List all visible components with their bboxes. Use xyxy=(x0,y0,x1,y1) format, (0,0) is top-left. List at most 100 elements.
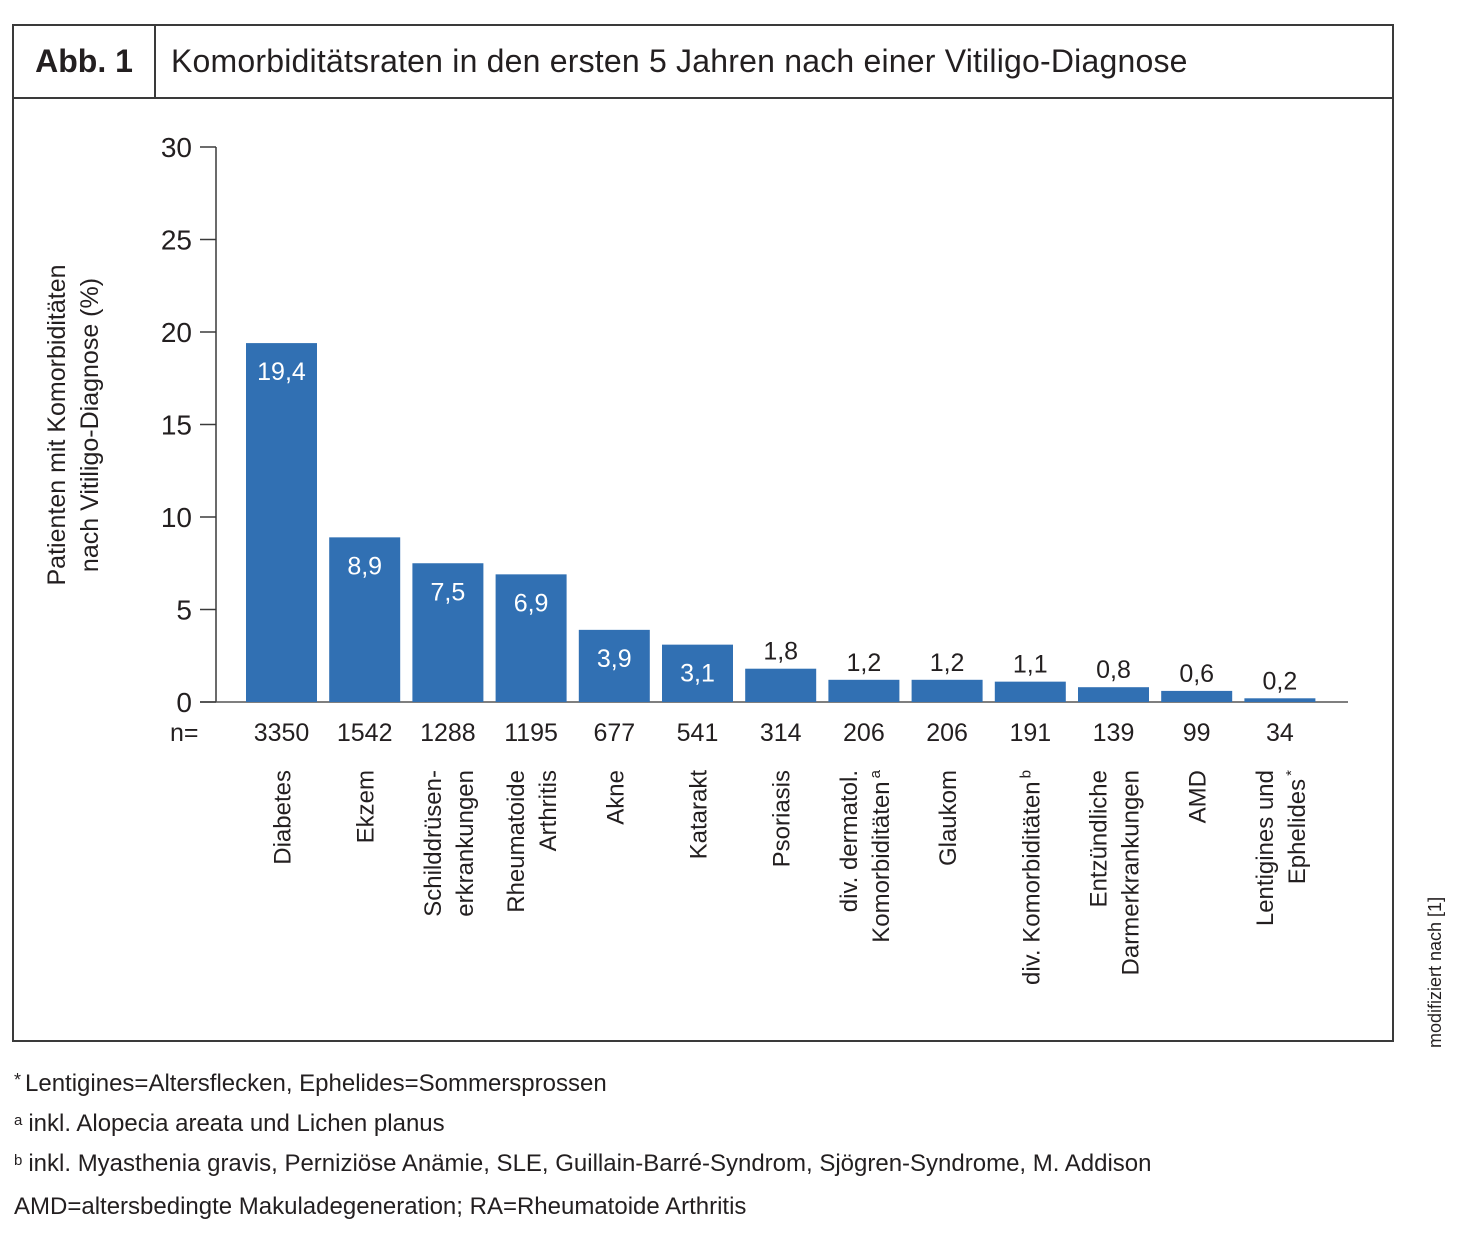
bar xyxy=(1078,687,1149,702)
bar-value-label: 0,2 xyxy=(1263,667,1298,695)
y-tick-label: 15 xyxy=(161,410,192,441)
y-tick-label: 10 xyxy=(161,502,192,533)
footnote-text: inkl. Alopecia areata und Lichen planus xyxy=(28,1110,445,1137)
bar xyxy=(495,574,567,702)
footnote-marker: a xyxy=(867,769,884,778)
bar-value-label: 7,5 xyxy=(431,578,466,606)
x-category-label-line: Rheumatoide xyxy=(503,770,530,913)
bar xyxy=(994,681,1066,702)
footnote-b: b inkl. Myasthenia gravis, Perniziöse Anä… xyxy=(14,1142,1152,1182)
footnote-text: Lentigines=Altersflecken, Ephelides=Somm… xyxy=(25,1070,607,1097)
x-category-label: Entzündliche Darmerkrankungen xyxy=(1086,770,1145,975)
bar-value-label: 3,9 xyxy=(597,645,632,673)
x-category-label-line: AMD xyxy=(1185,770,1212,823)
n-count-label: 1542 xyxy=(337,719,393,747)
n-count-label: 1288 xyxy=(420,719,476,747)
x-category-label: Glaukom xyxy=(935,770,962,866)
footnote-star: * Lentigines=Altersflecken, Ephelides=Som… xyxy=(14,1062,1152,1102)
x-category-label: Ekzem xyxy=(353,770,380,843)
x-category-label-line: Schilddrüsen- xyxy=(420,770,447,917)
figure-header: Abb. 1 Komorbiditätsraten in den ersten … xyxy=(14,26,1392,99)
x-category-label-line: erkrankungen xyxy=(452,770,479,917)
x-category-label-line: Entzündliche xyxy=(1086,770,1113,907)
x-category-label-line: Psoriasis xyxy=(769,770,796,867)
n-count-label: 314 xyxy=(760,719,802,747)
y-axis-title-line: nach Vitiligo-Diagnose (%) xyxy=(76,278,104,572)
x-category-label-line: Diabetes xyxy=(270,770,297,865)
x-category-label: Katarakt xyxy=(686,770,713,860)
bar-value-label: 19,4 xyxy=(257,358,306,386)
n-count-label: 206 xyxy=(843,719,885,747)
bar-value-label: 0,8 xyxy=(1096,656,1131,684)
n-count-label: 139 xyxy=(1093,719,1135,747)
figure-frame: Abb. 1 Komorbiditätsraten in den ersten … xyxy=(12,24,1394,1042)
x-category-label: Lentigines und Ephelides * xyxy=(1252,770,1311,926)
x-category-label-line: Lentigines und xyxy=(1252,770,1279,926)
bar-value-label: 1,8 xyxy=(763,638,798,666)
bar xyxy=(662,644,733,702)
x-category-label-line: Akne xyxy=(602,770,629,825)
x-category-label-line: div. dermatol. xyxy=(836,770,863,912)
footnote-marker: * xyxy=(14,1070,22,1090)
y-axis-title-line: Patienten mit Komorbiditäten xyxy=(43,264,71,585)
x-category-label: Diabetes xyxy=(270,770,297,865)
bar xyxy=(329,537,401,702)
x-category-label-line: Ephelides xyxy=(1284,779,1311,884)
bar-value-label: 1,2 xyxy=(930,649,965,677)
bar xyxy=(911,679,983,702)
n-count-label: 99 xyxy=(1183,719,1211,747)
bar xyxy=(745,668,817,702)
x-category-label: Schilddrüsen-erkrankungen xyxy=(420,770,479,917)
y-axis-title: Patienten mit Komorbiditäten nach Vitilig… xyxy=(43,264,104,585)
n-count-label: 677 xyxy=(593,719,635,747)
y-tick-label: 0 xyxy=(176,687,192,718)
x-category-label: Akne xyxy=(602,770,629,825)
n-count-label: 541 xyxy=(677,719,719,747)
footnote-text: inkl. Myasthenia gravis, Perniziöse Anäm… xyxy=(28,1150,1152,1177)
figure-label: Abb. 1 xyxy=(14,26,156,97)
footnote-marker: a xyxy=(14,1112,23,1129)
bar-value-label: 1,2 xyxy=(847,649,882,677)
bar-value-label: 0,6 xyxy=(1179,660,1214,688)
x-category-label: Psoriasis xyxy=(769,770,796,867)
footnote-marker: b xyxy=(14,1152,23,1169)
figure-title: Komorbiditätsraten in den ersten 5 Jahre… xyxy=(171,43,1188,79)
bar xyxy=(412,563,484,702)
x-category-label-line: Ekzem xyxy=(353,770,380,843)
n-prefix-label: n= xyxy=(170,719,199,747)
x-category-label: div. dermatol. Komorbiditäten a xyxy=(836,769,895,942)
n-count-label: 206 xyxy=(926,719,968,747)
x-category-label-line: Katarakt xyxy=(686,770,713,860)
x-category-label: AMD xyxy=(1185,770,1212,823)
abbreviations: AMD=altersbedingte Makuladegeneration; R… xyxy=(14,1193,747,1220)
footnote-marker: * xyxy=(1283,770,1300,776)
bar xyxy=(1161,690,1233,702)
x-category-label-line: Komorbiditäten xyxy=(868,781,895,942)
x-category-label-line: Darmerkrankungen xyxy=(1118,770,1145,975)
y-tick-label: 5 xyxy=(176,595,192,626)
source-note: modifiziert nach [1] xyxy=(1425,896,1445,1048)
x-category-label-line: Glaukom xyxy=(935,770,962,866)
bar-value-label: 1,1 xyxy=(1013,651,1048,679)
bar xyxy=(578,629,650,702)
n-count-label: 3350 xyxy=(254,719,310,747)
n-count-label: 34 xyxy=(1266,719,1294,747)
n-count-label: 1195 xyxy=(504,719,558,747)
bar xyxy=(1244,698,1316,702)
bar-value-label: 6,9 xyxy=(514,589,549,617)
x-category-label-line: Arthritis xyxy=(535,770,562,851)
x-category-label-line: div. Komorbiditäten xyxy=(1018,781,1045,985)
footnote-a: a inkl. Alopecia areata und Lichen planus xyxy=(14,1102,1152,1142)
footnotes: * Lentigines=Altersflecken, Ephelides=Som… xyxy=(14,1062,1152,1225)
n-count-label: 191 xyxy=(1009,719,1051,747)
bar-value-label: 8,9 xyxy=(347,552,382,580)
bar xyxy=(828,679,900,702)
y-tick-label: 30 xyxy=(161,132,192,163)
bar-value-label: 3,1 xyxy=(680,660,715,688)
y-tick-label: 20 xyxy=(161,317,192,348)
x-category-label: Rheumatoide Arthritis xyxy=(503,770,562,913)
footnote-marker: b xyxy=(1017,770,1034,778)
x-category-label: div. Komorbiditäten b xyxy=(1017,770,1045,985)
bar xyxy=(246,343,317,702)
